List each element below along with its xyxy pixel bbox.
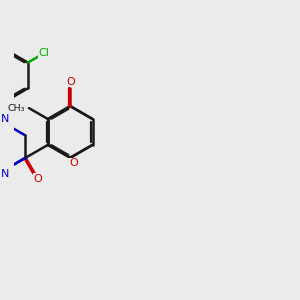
Text: O: O (66, 77, 75, 87)
Text: O: O (69, 158, 78, 168)
Text: CH₃: CH₃ (8, 103, 25, 112)
Text: N: N (1, 114, 10, 124)
Text: O: O (33, 174, 42, 184)
Text: Cl: Cl (38, 48, 50, 58)
Text: N: N (1, 169, 10, 179)
